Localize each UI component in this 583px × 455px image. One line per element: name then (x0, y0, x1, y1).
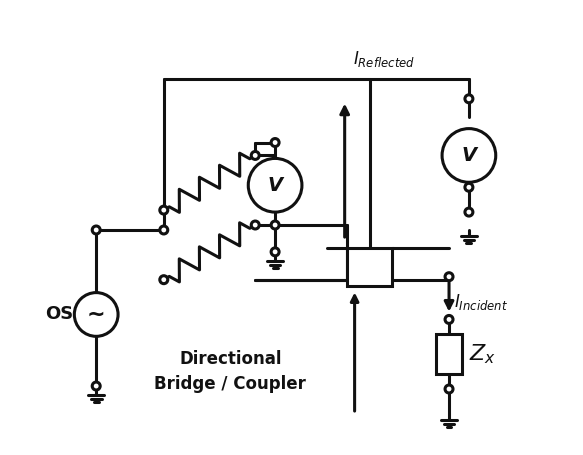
Text: ~: ~ (87, 304, 106, 324)
Text: $I_{Incident}$: $I_{Incident}$ (454, 292, 508, 312)
Bar (436, 334, 462, 374)
Text: V: V (461, 146, 476, 165)
Circle shape (442, 129, 496, 182)
Text: $Z_x$: $Z_x$ (469, 343, 496, 366)
Circle shape (445, 385, 453, 393)
Text: Bridge / Coupler: Bridge / Coupler (154, 375, 306, 393)
Circle shape (445, 273, 453, 281)
Text: $I_{Reflected}$: $I_{Reflected}$ (353, 49, 415, 69)
Circle shape (465, 208, 473, 216)
Text: V: V (268, 176, 283, 195)
Circle shape (465, 183, 473, 191)
Circle shape (465, 95, 473, 103)
Circle shape (271, 221, 279, 229)
Circle shape (271, 138, 279, 147)
Circle shape (92, 382, 100, 390)
Circle shape (160, 226, 168, 234)
Circle shape (271, 248, 279, 256)
Bar (347, 248, 392, 286)
Circle shape (445, 315, 453, 324)
Circle shape (75, 293, 118, 336)
Circle shape (248, 158, 302, 212)
Circle shape (160, 276, 168, 283)
Text: Directional: Directional (179, 350, 282, 368)
Circle shape (251, 152, 259, 159)
Circle shape (160, 206, 168, 214)
Text: OSC: OSC (45, 305, 86, 324)
Circle shape (92, 226, 100, 234)
Circle shape (251, 221, 259, 229)
